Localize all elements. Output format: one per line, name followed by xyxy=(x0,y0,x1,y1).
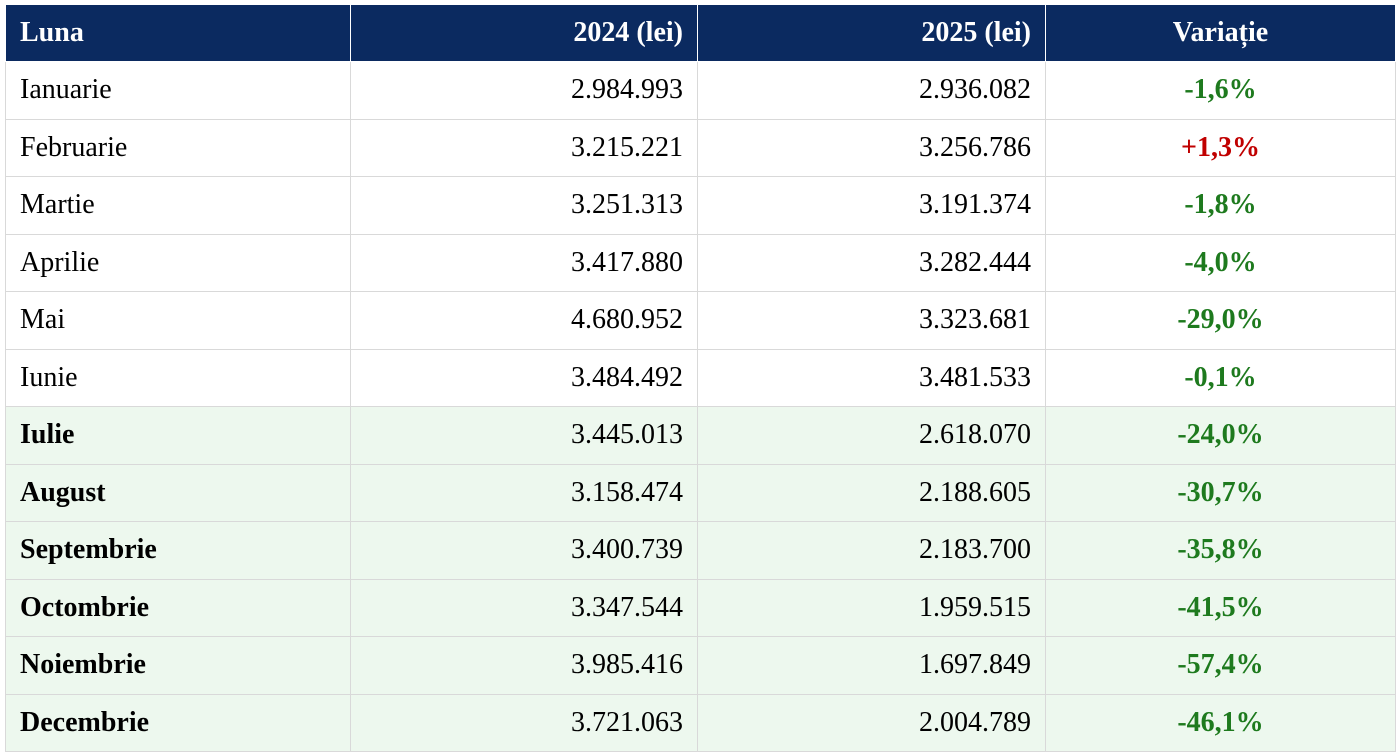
month-cell: August xyxy=(5,463,351,522)
value-2024-cell: 3.400.739 xyxy=(350,521,698,580)
value-2025-cell: 3.481.533 xyxy=(697,348,1046,407)
column-header-variation: Variație xyxy=(1045,4,1396,62)
variation-cell: -57,4% xyxy=(1045,636,1396,695)
column-header-2024: 2024 (lei) xyxy=(350,4,698,62)
month-cell: Aprilie xyxy=(5,233,351,292)
month-cell: Mai xyxy=(5,291,351,350)
table-row-highlighted: Iulie 3.445.013 2.618.070 -24,0% xyxy=(5,406,1396,465)
variation-cell: +1,3% xyxy=(1045,118,1396,177)
table-row-highlighted: Noiembrie 3.985.416 1.697.849 -57,4% xyxy=(5,636,1396,695)
value-2025-cell: 2.004.789 xyxy=(697,693,1046,752)
value-2025-cell: 3.256.786 xyxy=(697,118,1046,177)
month-cell: Martie xyxy=(5,176,351,235)
column-header-month: Luna xyxy=(5,4,351,62)
value-2025-cell: 3.191.374 xyxy=(697,176,1046,235)
table-row: Martie 3.251.313 3.191.374 -1,8% xyxy=(5,176,1396,235)
variation-cell: -1,6% xyxy=(1045,61,1396,120)
table-row-highlighted: Decembrie 3.721.063 2.004.789 -46,1% xyxy=(5,693,1396,752)
month-cell: Octombrie xyxy=(5,578,351,637)
table-row: Aprilie 3.417.880 3.282.444 -4,0% xyxy=(5,233,1396,292)
table-row-highlighted: Octombrie 3.347.544 1.959.515 -41,5% xyxy=(5,578,1396,637)
variation-cell: -41,5% xyxy=(1045,578,1396,637)
table-row: Iunie 3.484.492 3.481.533 -0,1% xyxy=(5,348,1396,407)
month-cell: Decembrie xyxy=(5,693,351,752)
value-2025-cell: 1.697.849 xyxy=(697,636,1046,695)
value-2024-cell: 2.984.993 xyxy=(350,61,698,120)
header-row: Luna 2024 (lei) 2025 (lei) Variație xyxy=(5,4,1396,62)
value-2025-cell: 3.282.444 xyxy=(697,233,1046,292)
monthly-comparison-table: Luna 2024 (lei) 2025 (lei) Variație Ianu… xyxy=(5,4,1396,752)
value-2024-cell: 3.484.492 xyxy=(350,348,698,407)
table-header: Luna 2024 (lei) 2025 (lei) Variație xyxy=(5,4,1396,62)
month-cell: Februarie xyxy=(5,118,351,177)
month-cell: Iulie xyxy=(5,406,351,465)
table-row: Mai 4.680.952 3.323.681 -29,0% xyxy=(5,291,1396,350)
variation-cell: -35,8% xyxy=(1045,521,1396,580)
value-2024-cell: 3.158.474 xyxy=(350,463,698,522)
value-2025-cell: 3.323.681 xyxy=(697,291,1046,350)
table-row-highlighted: August 3.158.474 2.188.605 -30,7% xyxy=(5,463,1396,522)
table-body: Ianuarie 2.984.993 2.936.082 -1,6% Febru… xyxy=(5,61,1396,752)
variation-cell: -46,1% xyxy=(1045,693,1396,752)
monthly-comparison-table-wrapper: Luna 2024 (lei) 2025 (lei) Variație Ianu… xyxy=(5,4,1396,752)
table-row: Februarie 3.215.221 3.256.786 +1,3% xyxy=(5,118,1396,177)
month-cell: Ianuarie xyxy=(5,61,351,120)
value-2024-cell: 4.680.952 xyxy=(350,291,698,350)
value-2025-cell: 2.183.700 xyxy=(697,521,1046,580)
value-2024-cell: 3.215.221 xyxy=(350,118,698,177)
month-cell: Iunie xyxy=(5,348,351,407)
value-2024-cell: 3.251.313 xyxy=(350,176,698,235)
variation-cell: -1,8% xyxy=(1045,176,1396,235)
variation-cell: -30,7% xyxy=(1045,463,1396,522)
value-2025-cell: 2.936.082 xyxy=(697,61,1046,120)
month-cell: Septembrie xyxy=(5,521,351,580)
value-2024-cell: 3.445.013 xyxy=(350,406,698,465)
value-2024-cell: 3.347.544 xyxy=(350,578,698,637)
table-row: Ianuarie 2.984.993 2.936.082 -1,6% xyxy=(5,61,1396,120)
value-2025-cell: 2.188.605 xyxy=(697,463,1046,522)
value-2024-cell: 3.417.880 xyxy=(350,233,698,292)
variation-cell: -4,0% xyxy=(1045,233,1396,292)
table-row-highlighted: Septembrie 3.400.739 2.183.700 -35,8% xyxy=(5,521,1396,580)
variation-cell: -0,1% xyxy=(1045,348,1396,407)
value-2024-cell: 3.721.063 xyxy=(350,693,698,752)
column-header-2025: 2025 (lei) xyxy=(697,4,1046,62)
value-2025-cell: 1.959.515 xyxy=(697,578,1046,637)
variation-cell: -24,0% xyxy=(1045,406,1396,465)
value-2025-cell: 2.618.070 xyxy=(697,406,1046,465)
value-2024-cell: 3.985.416 xyxy=(350,636,698,695)
variation-cell: -29,0% xyxy=(1045,291,1396,350)
month-cell: Noiembrie xyxy=(5,636,351,695)
